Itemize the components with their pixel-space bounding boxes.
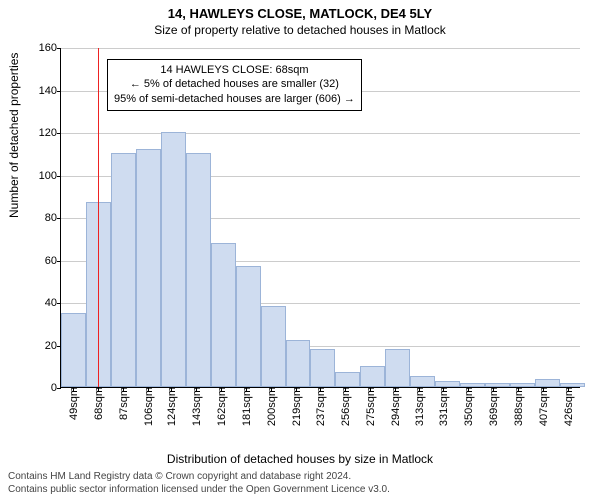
histogram-bar <box>261 306 286 387</box>
histogram-bar <box>535 379 560 388</box>
x-tick-label: 331sqm <box>436 387 450 426</box>
histogram-bar <box>360 366 385 387</box>
x-tick-label: 407sqm <box>536 387 550 426</box>
gridline <box>61 48 580 49</box>
x-tick-label: 87sqm <box>116 387 130 420</box>
chart-container: { "title": "14, HAWLEYS CLOSE, MATLOCK, … <box>0 0 600 500</box>
gridline <box>61 133 580 134</box>
histogram-bar <box>385 349 410 387</box>
x-tick-label: 369sqm <box>486 387 500 426</box>
y-tick-label: 80 <box>45 212 61 224</box>
annotation-line: 95% of semi-detached houses are larger (… <box>114 92 355 107</box>
histogram-bar <box>236 266 261 387</box>
annotation-box: 14 HAWLEYS CLOSE: 68sqm← 5% of detached … <box>107 59 362 112</box>
copyright-footer: Contains HM Land Registry data © Crown c… <box>8 471 592 496</box>
y-tick-label: 0 <box>51 382 61 394</box>
x-tick-label: 426sqm <box>561 387 575 426</box>
x-tick-label: 143sqm <box>189 387 203 426</box>
x-tick-label: 388sqm <box>511 387 525 426</box>
x-tick-label: 256sqm <box>338 387 352 426</box>
histogram-bar <box>161 132 186 387</box>
chart-title: 14, HAWLEYS CLOSE, MATLOCK, DE4 5LY <box>0 0 600 21</box>
plot-area: 02040608010012014016049sqm68sqm87sqm106s… <box>60 48 580 388</box>
x-tick-label: 49sqm <box>66 387 80 420</box>
x-tick-label: 106sqm <box>141 387 155 426</box>
x-tick-label: 237sqm <box>313 387 327 426</box>
copyright-line: Contains public sector information licen… <box>8 484 592 497</box>
x-axis-label: Distribution of detached houses by size … <box>0 452 600 466</box>
y-tick-label: 120 <box>39 127 61 139</box>
marker-line <box>98 48 99 387</box>
annotation-line: ← 5% of detached houses are smaller (32) <box>114 77 355 92</box>
y-tick-label: 100 <box>39 170 61 182</box>
y-axis-label: Number of detached properties <box>7 53 21 218</box>
chart-subtitle: Size of property relative to detached ho… <box>0 21 600 37</box>
x-tick-label: 219sqm <box>289 387 303 426</box>
histogram-bar <box>186 153 211 387</box>
annotation-line: 14 HAWLEYS CLOSE: 68sqm <box>114 63 355 78</box>
histogram-bar <box>136 149 161 387</box>
y-tick-label: 140 <box>39 85 61 97</box>
x-tick-label: 68sqm <box>91 387 105 420</box>
histogram-bar <box>211 243 236 388</box>
histogram-bar <box>286 340 311 387</box>
histogram-bar <box>111 153 136 387</box>
x-tick-label: 200sqm <box>264 387 278 426</box>
x-tick-label: 350sqm <box>461 387 475 426</box>
copyright-line: Contains HM Land Registry data © Crown c… <box>8 471 592 484</box>
histogram-bar <box>310 349 335 387</box>
y-tick-label: 160 <box>39 42 61 54</box>
histogram-bar <box>410 376 435 387</box>
x-tick-label: 294sqm <box>388 387 402 426</box>
y-tick-label: 60 <box>45 255 61 267</box>
x-tick-label: 124sqm <box>164 387 178 426</box>
y-tick-label: 20 <box>45 340 61 352</box>
x-tick-label: 181sqm <box>239 387 253 426</box>
histogram-bar <box>335 372 360 387</box>
x-tick-label: 313sqm <box>412 387 426 426</box>
histogram-bar <box>61 313 86 387</box>
x-tick-label: 162sqm <box>214 387 228 426</box>
x-tick-label: 275sqm <box>363 387 377 426</box>
y-tick-label: 40 <box>45 297 61 309</box>
